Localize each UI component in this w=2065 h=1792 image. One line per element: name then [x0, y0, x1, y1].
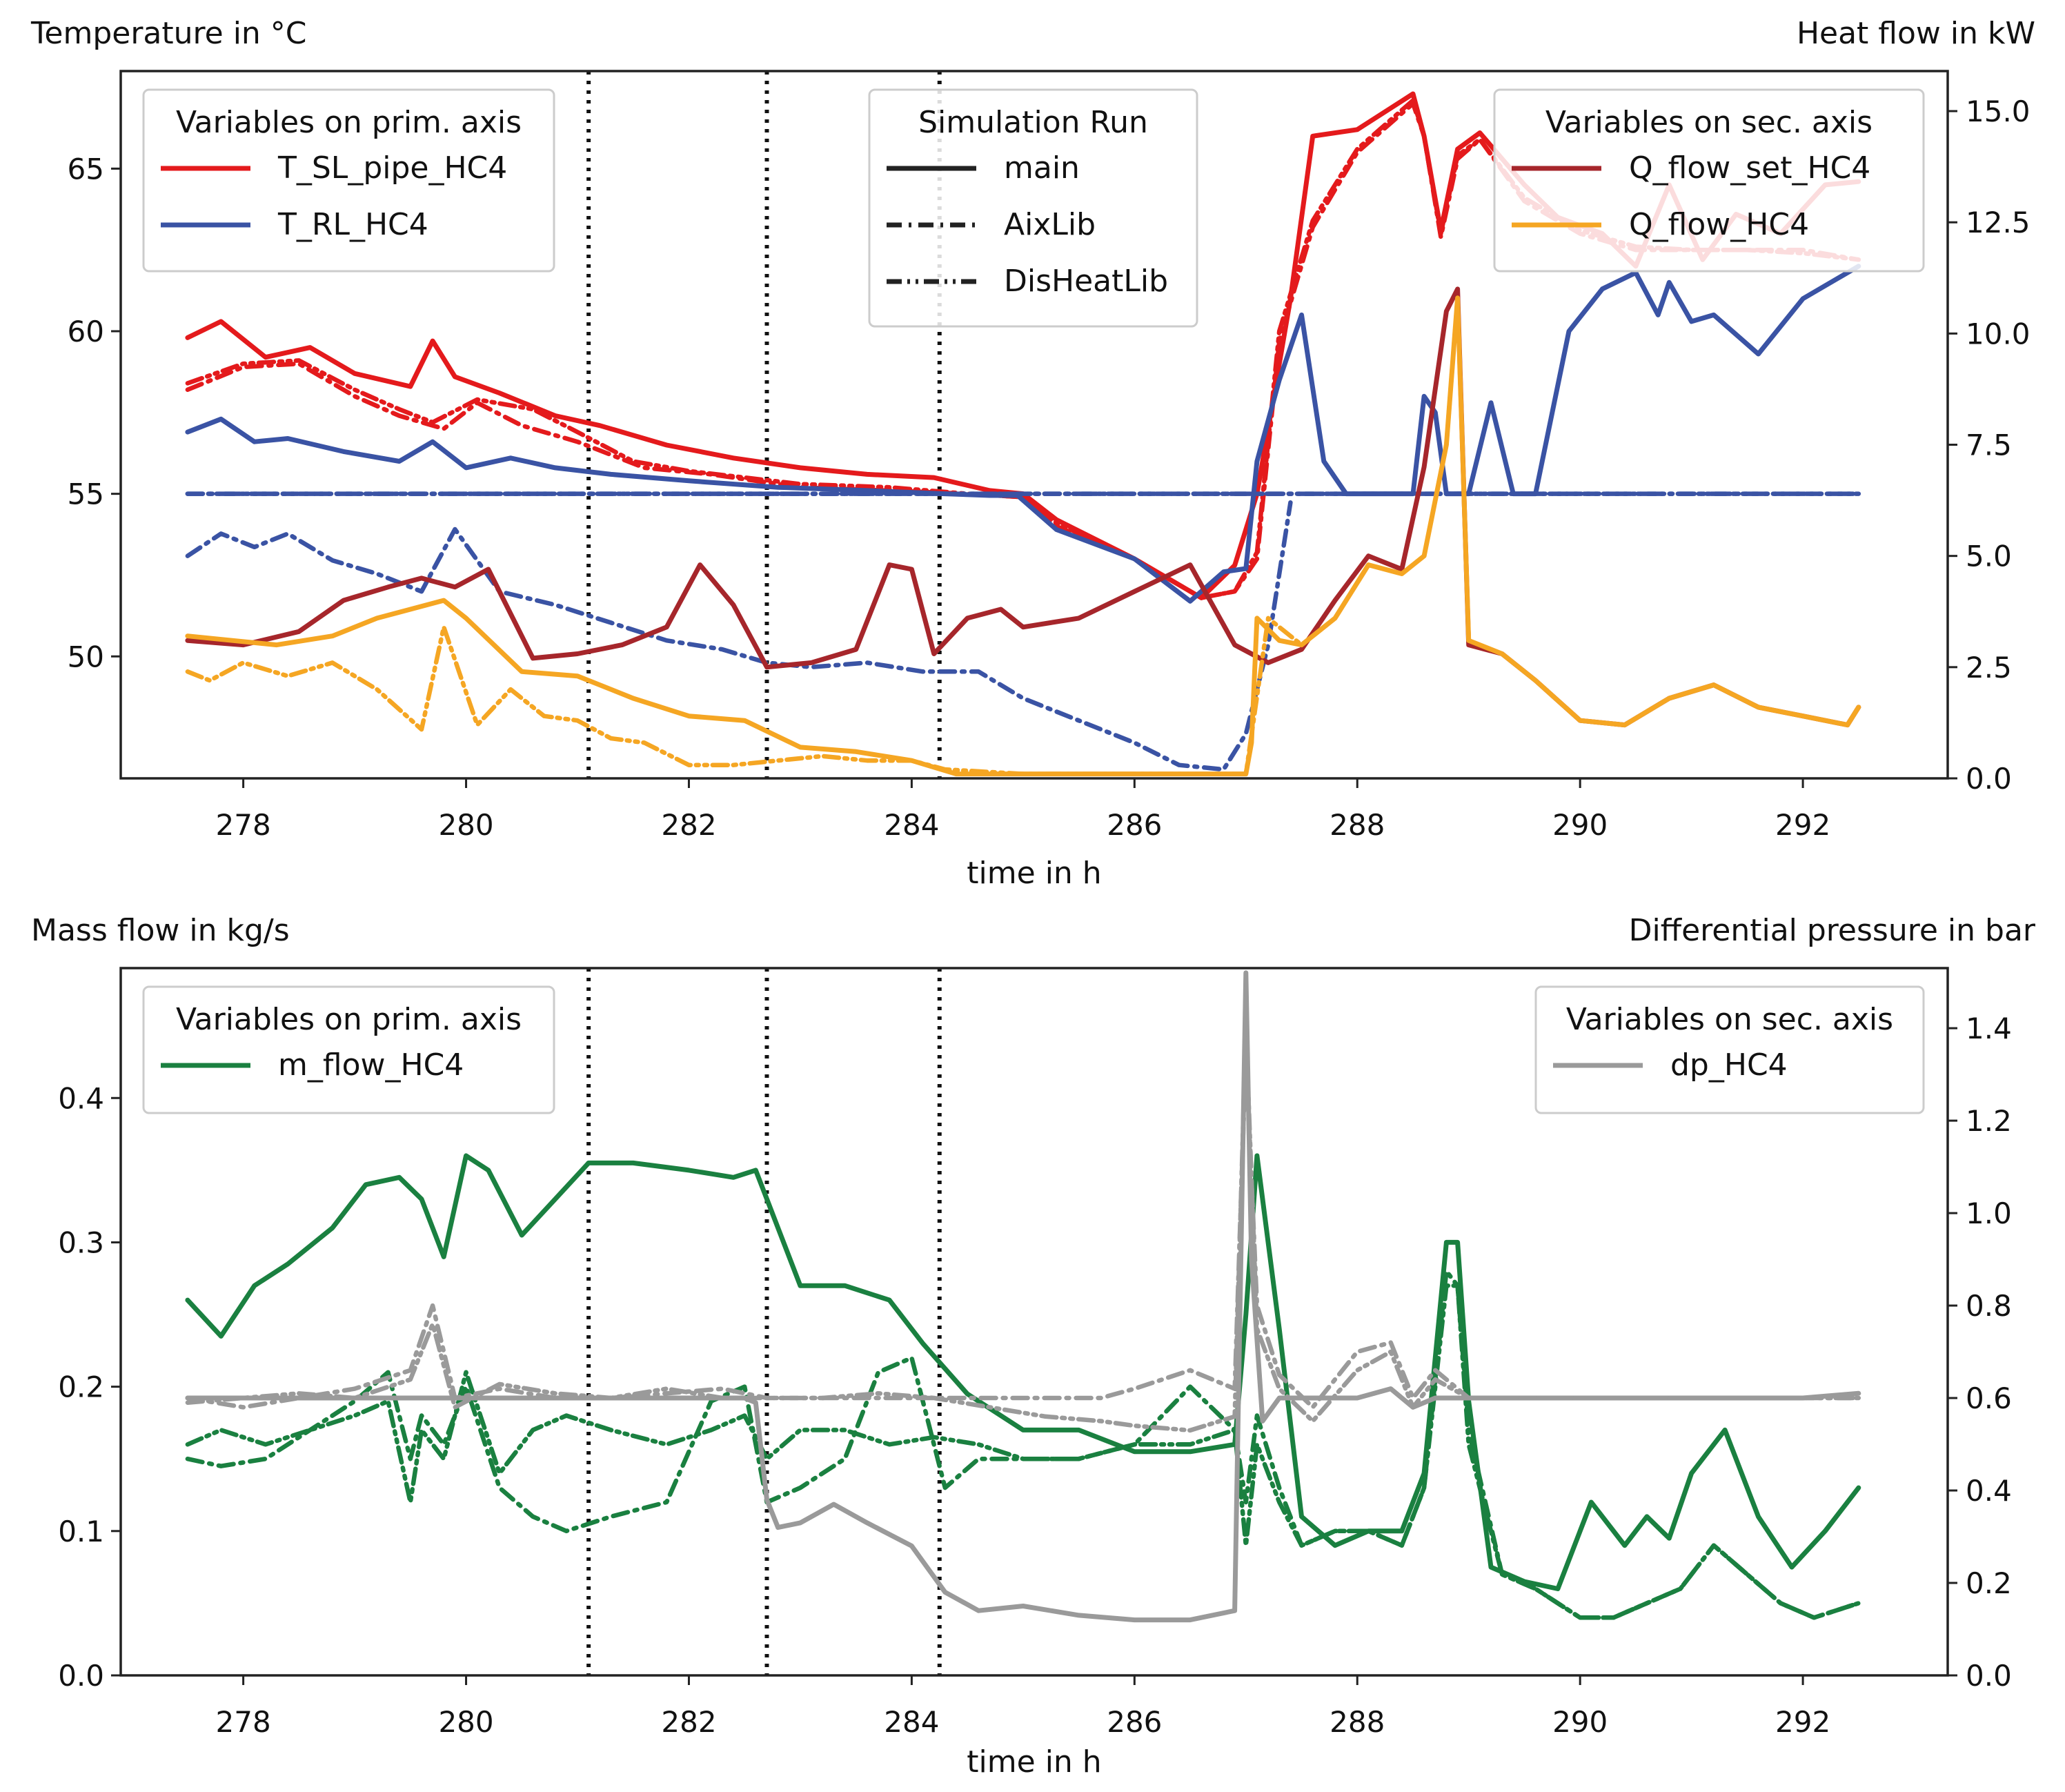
axes-frame: [119, 967, 1949, 1677]
series-q-flow-hc4-disheatlib: [185, 295, 1861, 776]
y-tick-label-primary: 50: [68, 640, 104, 673]
chart-panel-bottom: 278 280 282 284 286 288 290 292 0.0 0.1 0.2 0.3 0.4 0…: [31, 913, 2036, 1780]
y-tick-label-primary: 0.3: [58, 1225, 104, 1259]
axes-frame: [119, 70, 1949, 780]
legend-entry-label: dp_HC4: [1670, 1047, 1788, 1083]
legend-entry-label: Q_flow_set_HC4: [1629, 150, 1870, 186]
legend-box: [1493, 88, 1925, 273]
y-axis-title-primary: Mass flow in kg/s: [31, 913, 290, 948]
x-tick-label: 282: [661, 1705, 716, 1739]
y-tick-label-secondary: 2.5: [1966, 651, 2012, 685]
y-tick-label-secondary: 1.2: [1966, 1104, 2012, 1138]
x-tick-label: 290: [1552, 808, 1608, 842]
legend-variables-on-sec-axis: Variables on sec. axis dp_HC4: [1534, 985, 1925, 1114]
legend-simulation-run: Simulation Run main AixLib DisHeatLib: [868, 88, 1198, 328]
y-axis-title-secondary: Differential pressure in bar: [1629, 913, 2036, 948]
x-tick-label: 288: [1330, 808, 1385, 842]
x-tick-label: 280: [438, 808, 493, 842]
y-tick-label-primary: 60: [68, 315, 104, 348]
legend-title: Variables on sec. axis: [1545, 105, 1873, 140]
y-tick-label-primary: 0.2: [58, 1370, 104, 1404]
y-tick-label-secondary: 15.0: [1966, 95, 2031, 128]
series-m-flow-hc4-disheatlib: [185, 1283, 1861, 1620]
series-t-rl-hc4-aixlib: [185, 500, 1293, 772]
y-tick-label-primary: 0.0: [58, 1659, 104, 1693]
legend-box: [868, 88, 1198, 328]
y-tick-label-secondary: 1.4: [1966, 1012, 2012, 1045]
legend-title: Variables on prim. axis: [176, 1002, 522, 1037]
series-dp-hc4-disheatlib: [185, 1025, 1861, 1433]
y-tick-label-secondary: 1.0: [1966, 1197, 2012, 1230]
y-tick-label-secondary: 0.2: [1966, 1566, 2012, 1600]
x-axis-title: time in h: [967, 1744, 1101, 1780]
x-tick-label: 284: [884, 808, 939, 842]
y-axis-title-secondary: Heat flow in kW: [1797, 16, 2035, 51]
y-tick-label-primary: 65: [68, 152, 104, 186]
legend-box: [1534, 985, 1925, 1114]
legend-title: Variables on prim. axis: [176, 105, 522, 140]
plot-area: [185, 968, 1861, 1675]
legend-variables-on-prim-axis: Variables on prim. axis m_flow_HC4: [142, 985, 555, 1114]
y-tick-label-secondary: 0.4: [1966, 1474, 2012, 1508]
y-axis-title-primary: Temperature in °C: [30, 16, 307, 51]
legend-entry-label: main: [1004, 150, 1080, 186]
y-tick-label-secondary: 0.6: [1966, 1381, 2012, 1415]
x-tick-label: 284: [884, 1705, 939, 1739]
y-tick-label-primary: 55: [68, 477, 104, 511]
y-tick-label-secondary: 0.8: [1966, 1289, 2012, 1323]
series-t-rl-hc4-main: [185, 264, 1861, 604]
x-axis-title: time in h: [967, 856, 1101, 891]
y-tick-label-secondary: 0.0: [1966, 1659, 2012, 1693]
x-tick-label: 288: [1330, 1705, 1385, 1739]
legend-variables-on-prim-axis: Variables on prim. axis T_SL_pipe_HC4 T_RL…: [142, 88, 555, 273]
x-tick-label: 290: [1552, 1705, 1608, 1739]
x-tick-label: 280: [438, 1705, 493, 1739]
series-t-sl-pipe-hc4-disheatlib: [185, 98, 1861, 600]
legend-entry-label: T_SL_pipe_HC4: [277, 150, 507, 186]
x-tick-label: 286: [1107, 808, 1162, 842]
legend-entry-label: AixLib: [1004, 207, 1096, 242]
y-tick-label-secondary: 7.5: [1966, 429, 2012, 462]
legend-entry-label: T_RL_HC4: [277, 207, 428, 242]
legend-entry-label: m_flow_HC4: [278, 1047, 464, 1083]
legend-title: Variables on sec. axis: [1566, 1002, 1893, 1037]
y-tick-label-secondary: 12.5: [1966, 206, 2031, 239]
y-tick-label-secondary: 10.0: [1966, 317, 2031, 351]
legend-box: [142, 985, 555, 1114]
plot-area: [185, 71, 1861, 778]
chart-panel-top: 278 280 282 284 286 288 290 292 50 55 60 65 0.0 2.5 5.…: [30, 16, 2035, 891]
x-tick-label: 278: [216, 808, 271, 842]
y-tick-label-secondary: 5.0: [1966, 540, 2012, 573]
x-tick-label: 292: [1775, 808, 1830, 842]
y-tick-label-secondary: 0.0: [1966, 762, 2012, 796]
y-tick-label-primary: 0.4: [58, 1081, 104, 1115]
legend-entry-label: Q_flow_HC4: [1629, 207, 1809, 242]
series-m-flow-hc4-main: [185, 1153, 1861, 1591]
x-tick-label: 278: [216, 1705, 271, 1739]
x-tick-label: 292: [1775, 1705, 1830, 1739]
legend-variables-on-sec-axis: Variables on sec. axis Q_flow_set_HC4 Q_fl…: [1493, 88, 1925, 273]
x-tick-label: 286: [1107, 1705, 1162, 1739]
x-tick-label: 282: [661, 808, 716, 842]
legend-entry-label: DisHeatLib: [1004, 264, 1168, 299]
legend-title: Simulation Run: [918, 105, 1148, 140]
y-tick-label-primary: 0.1: [58, 1515, 104, 1548]
